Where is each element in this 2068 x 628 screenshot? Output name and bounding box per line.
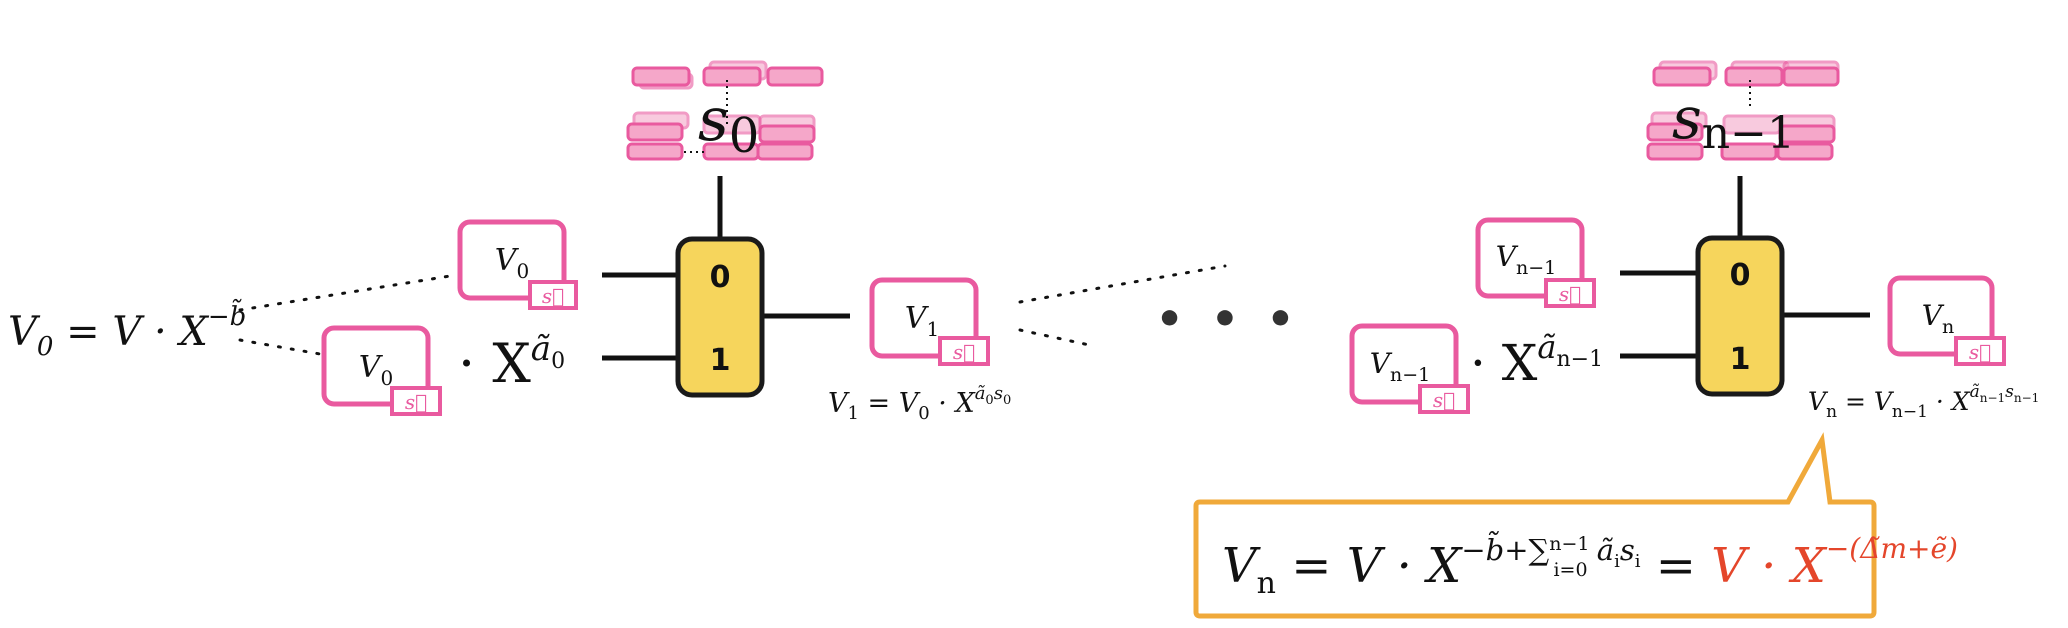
key-sn-glyph (1646, 60, 1840, 161)
muxn-acc-top-tag: s⃗ (1559, 282, 1581, 306)
left-formula: V0 = V · X−b̃ (8, 298, 246, 362)
mux0-acc-top: V0 s⃗ (457, 219, 578, 310)
key-s0-label: s0 (698, 85, 759, 164)
mux0-bit-1: 1 (710, 343, 731, 378)
dotted-line-to-top-input (238, 274, 452, 312)
mux0-bit-0: 0 (710, 260, 731, 295)
key-s0-glyph (626, 60, 824, 161)
dotted-continuation-top (1018, 264, 1227, 304)
mux0-acc-out-tag: s⃗ (953, 340, 975, 364)
muxn-acc-bottom-tag: s⃗ (1433, 388, 1455, 412)
mux0-body (675, 236, 765, 398)
muxn-bit-1: 1 (1730, 342, 1751, 377)
muxn-acc-bottom-label: Vn−1 (1370, 347, 1430, 386)
muxn-body (1695, 235, 1785, 397)
mux0-multiplier: · Xã0 (458, 329, 565, 395)
muxn-acc-out-tag: s⃗ (1969, 340, 1991, 364)
result-callout (1193, 432, 1877, 619)
mux0-acc-bottom-label: V0 (359, 350, 393, 390)
muxn-caption: Vn = Vn−1 · Xãn−1sn−1 (1808, 382, 2039, 422)
muxn-acc-out: Vn s⃗ (1887, 275, 2006, 366)
dotted-continuation-bottom (1018, 328, 1096, 348)
mux0-acc-out-label: V1 (905, 301, 939, 341)
muxn-multiplier: · Xãn−1 (1470, 328, 1603, 392)
muxn-acc-out-label: Vn (1922, 299, 1954, 338)
result-formula: Vn = V · X−b̃+∑n−1 i=0 ãisi = V · X−(Δ̃m+… (1222, 531, 1958, 601)
muxn-bit-0: 0 (1730, 258, 1751, 293)
ellipsis: • • • (1155, 294, 1300, 345)
muxn-acc-top: Vn−1 s⃗ (1475, 217, 1596, 308)
mux0-caption: V1 = V0 · Xã0s0 (828, 383, 1011, 424)
mux0-acc-bottom-tag: s⃗ (405, 390, 427, 414)
muxn-acc-bottom: Vn−1 s⃗ (1349, 323, 1470, 414)
dotted-line-to-bottom-input (238, 338, 322, 356)
key-sn-label: sn−1 (1672, 84, 1795, 159)
mux0-acc-out: V1 s⃗ (869, 277, 990, 366)
mux0-acc-top-tag: s⃗ (542, 284, 564, 308)
muxn-acc-top-label: Vn−1 (1496, 240, 1556, 279)
mux0-acc-bottom: V0 s⃗ (321, 325, 442, 416)
mux0-acc-top-label: V0 (495, 243, 529, 283)
